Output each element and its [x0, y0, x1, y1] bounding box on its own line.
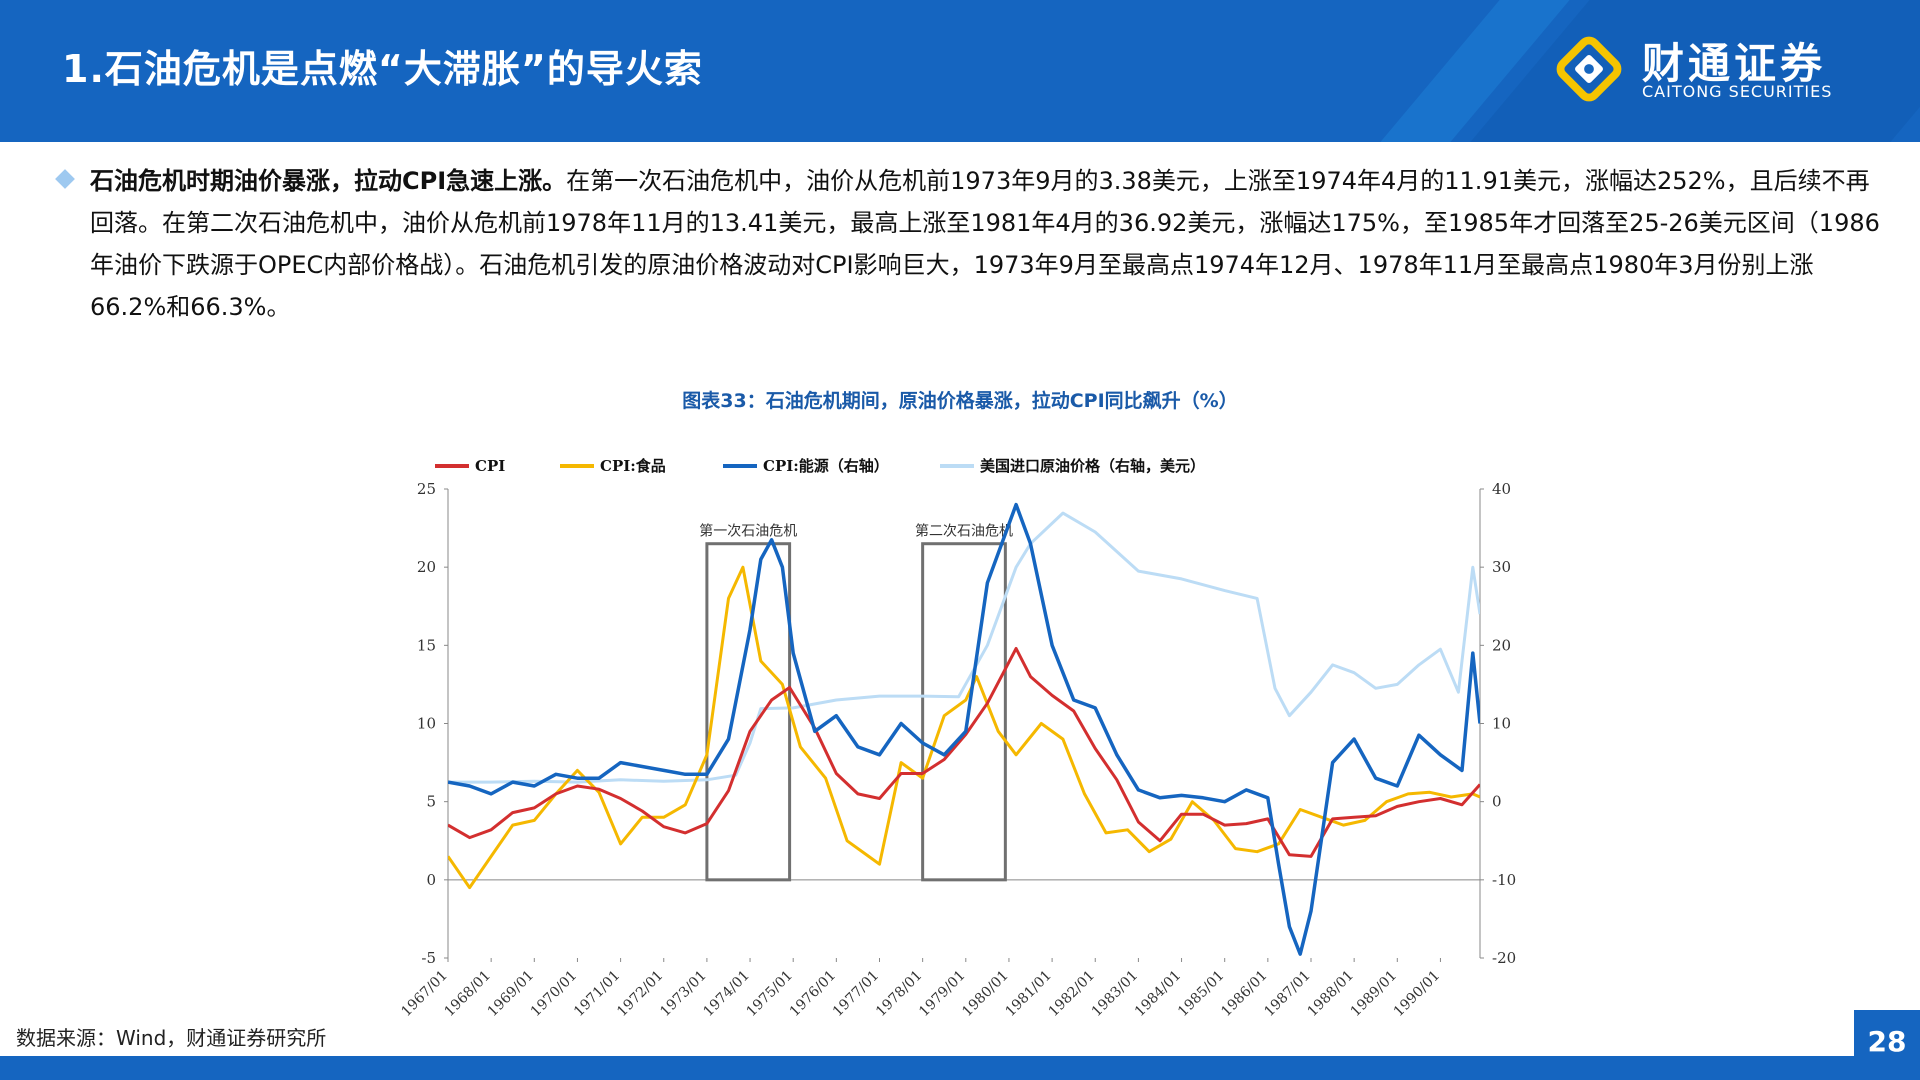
- logo-text-cn: 财通证券: [1642, 39, 1827, 88]
- x-tick-label: 1974/01: [700, 968, 752, 1020]
- right-tick-label: -10: [1492, 871, 1516, 889]
- caitong-logo: 财通证券 CAITONG SECURITIES: [1550, 28, 1860, 108]
- x-tick-label: 1975/01: [744, 968, 796, 1020]
- paragraph-lead: 石油危机时期油价暴涨，拉动CPI急速上涨。: [90, 167, 567, 195]
- x-tick-label: 1977/01: [830, 968, 882, 1020]
- left-tick-label: 25: [417, 480, 436, 498]
- legend-label: 美国进口原油价格（右轴，美元）: [980, 457, 1205, 475]
- crisis-label: 第一次石油危机: [699, 523, 797, 540]
- x-tick-label: 1987/01: [1261, 968, 1313, 1020]
- legend-label: CPI:能源（右轴）: [763, 457, 889, 475]
- x-tick-label: 1988/01: [1305, 968, 1357, 1020]
- crisis-box: [921, 542, 1007, 882]
- right-tick-label: 0: [1492, 793, 1502, 811]
- x-tick-label: 1980/01: [959, 968, 1011, 1020]
- figure-title: 图表33：石油危机期间，原油价格暴涨，拉动CPI同比飙升（%）: [682, 390, 1238, 412]
- logo-mark-icon: [1556, 36, 1622, 102]
- series-line-1: [448, 565, 1480, 890]
- series-line-2: [448, 502, 1480, 956]
- page-number: 28: [1854, 1010, 1920, 1080]
- source-note: 数据来源：Wind，财通证券研究所: [16, 1026, 327, 1050]
- x-tick-label: 1973/01: [657, 968, 709, 1020]
- left-tick-label: -5: [421, 949, 436, 967]
- right-tick-label: 30: [1492, 558, 1511, 576]
- x-tick-label: 1970/01: [528, 968, 580, 1020]
- legend-label: CPI: [475, 457, 505, 475]
- x-tick-label: 1976/01: [787, 968, 839, 1020]
- left-tick-label: 10: [417, 715, 436, 733]
- right-tick-label: 40: [1492, 480, 1511, 498]
- x-tick-label: 1984/01: [1132, 968, 1184, 1020]
- cpi-oil-chart: -5 0 5 10 15 20 25 -20 -10 0 10 20 30 40 1967/011968/0…: [398, 457, 1516, 1020]
- x-tick-label: 1986/01: [1218, 968, 1270, 1020]
- x-tick-label: 1989/01: [1348, 968, 1400, 1020]
- footer-bar: [0, 1056, 1920, 1080]
- diamond-bullet-icon: [55, 169, 75, 189]
- x-tick-label: 1979/01: [916, 968, 968, 1020]
- right-tick-label: 10: [1492, 715, 1511, 733]
- x-tick-label: 1978/01: [873, 968, 925, 1020]
- left-tick-label: 0: [426, 871, 436, 889]
- header-bar: 1.石油危机是点燃“大滞胀”的导火索 财通证券 CAITONG SECURITI…: [0, 0, 1920, 142]
- x-tick-label: 1971/01: [571, 968, 623, 1020]
- series-line-3: [448, 511, 1480, 784]
- x-tick-label: 1981/01: [1002, 968, 1054, 1020]
- x-tick-label: 1969/01: [485, 968, 537, 1020]
- left-tick-label: 5: [426, 793, 436, 811]
- x-tick-label: 1968/01: [442, 968, 494, 1020]
- x-tick-label: 1985/01: [1175, 968, 1227, 1020]
- right-tick-label: -20: [1492, 949, 1516, 967]
- left-tick-label: 15: [417, 636, 436, 654]
- series-line-0: [448, 647, 1480, 858]
- x-tick-label: 1990/01: [1391, 968, 1443, 1020]
- crisis-label: 第二次石油危机: [915, 523, 1013, 540]
- left-tick-label: 20: [417, 558, 436, 576]
- paragraph-text: 石油危机时期油价暴涨，拉动CPI急速上涨。在第一次石油危机中，油价从危机前197…: [90, 160, 1888, 328]
- x-tick-label: 1982/01: [1046, 968, 1098, 1020]
- logo-text-en: CAITONG SECURITIES: [1642, 82, 1833, 101]
- paragraph-body: 在第一次石油危机中，油价从危机前1973年9月的3.38美元，上涨至1974年4…: [90, 167, 1880, 321]
- x-tick-label: 1967/01: [398, 968, 450, 1020]
- bullet-paragraph: 石油危机时期油价暴涨，拉动CPI急速上涨。在第一次石油危机中，油价从危机前197…: [55, 160, 1888, 328]
- right-tick-label: 20: [1492, 636, 1511, 654]
- x-tick-label: 1983/01: [1089, 968, 1141, 1020]
- slide-title: 1.石油危机是点燃“大滞胀”的导火索: [62, 47, 703, 91]
- legend-label: CPI:食品: [600, 457, 666, 475]
- x-tick-label: 1972/01: [614, 968, 666, 1020]
